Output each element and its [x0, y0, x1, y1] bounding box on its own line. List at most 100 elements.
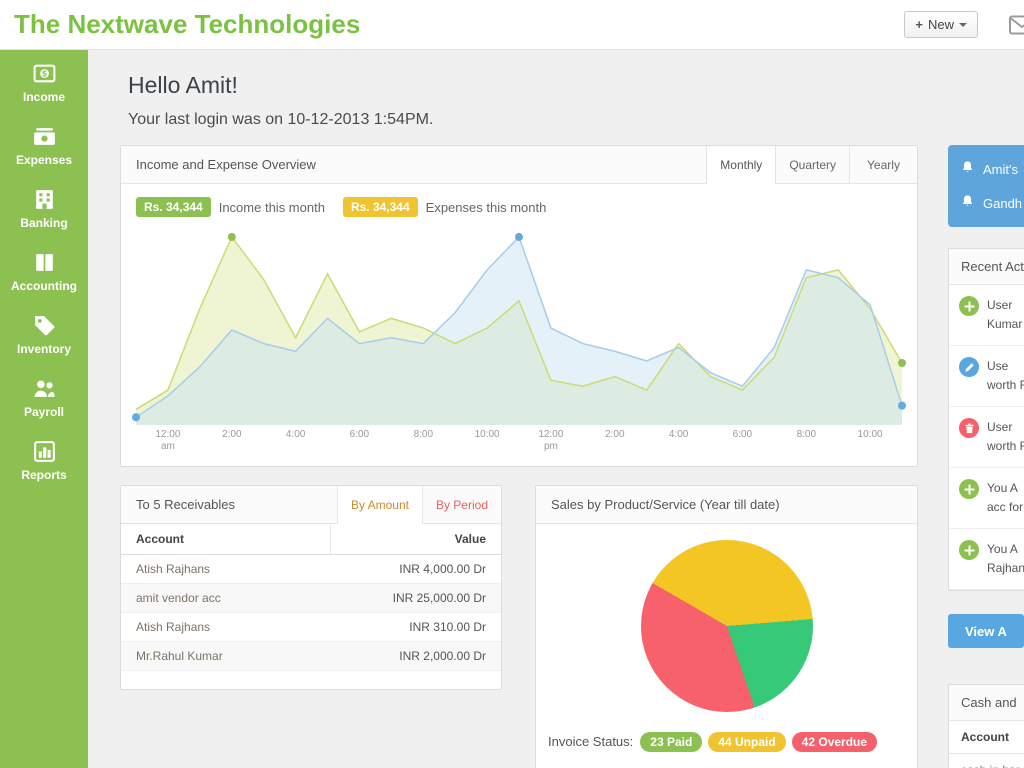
plus-icon	[959, 540, 979, 560]
caret-down-icon	[959, 22, 967, 27]
pencil-icon	[959, 357, 979, 377]
new-button[interactable]: + New	[904, 11, 978, 38]
income-icon: $	[0, 61, 88, 86]
view-all-button[interactable]: View A	[948, 614, 1024, 648]
account-cell: Atish Rajhans	[121, 612, 330, 642]
svg-text:$: $	[42, 68, 47, 78]
plus-icon: +	[915, 17, 923, 32]
sales-pie-chart	[640, 540, 813, 712]
account-cell: Mr.Rahul Kumar	[121, 641, 330, 671]
app-title: The Nextwave Technologies	[14, 9, 361, 39]
value-cell: INR 25,000.00 Dr	[330, 583, 501, 613]
sidebar-item-expenses[interactable]: Expenses	[0, 113, 88, 176]
cash-account-row: cash in har	[949, 754, 1024, 768]
plus-icon	[959, 479, 979, 499]
payroll-icon	[0, 376, 88, 401]
income-expense-chart	[132, 223, 906, 425]
sidebar-nav: $ Income Expenses Banking Accounting Inventor…	[0, 50, 88, 768]
sidebar-item-reports[interactable]: Reports	[0, 428, 88, 491]
receivables-table-row: amit vendor acc INR 25,000.00 Dr	[121, 583, 501, 613]
accounting-icon	[0, 250, 88, 275]
banking-icon	[0, 187, 88, 212]
app-header: The Nextwave Technologies + New	[0, 0, 1024, 50]
invoice-status-label: Invoice Status:	[548, 734, 634, 749]
sidebar-item-label: Reports	[21, 468, 67, 482]
x-axis-tick-label: 4:00	[285, 429, 306, 440]
account-cell: amit vendor acc	[121, 583, 330, 613]
sidebar-item-label: Accounting	[11, 279, 77, 293]
value-column-header: Value	[329, 524, 501, 555]
receivables-tabs: By Amount By Period	[336, 486, 501, 524]
sidebar-item-label: Expenses	[15, 153, 73, 167]
account-column-header: Account	[121, 524, 330, 555]
x-axis-tick-label: 10:00	[474, 429, 500, 440]
cash-account-column-header: Account	[949, 721, 1024, 754]
sidebar-item-payroll[interactable]: Payroll	[0, 365, 88, 428]
sidebar-item-inventory[interactable]: Inventory	[0, 302, 88, 365]
tab-yearly[interactable]: Yearly	[849, 146, 917, 183]
receivables-card-title: To 5 Receivables	[136, 497, 235, 512]
sidebar-item-label: Income	[22, 90, 65, 104]
x-axis-tick-label: 8:00	[796, 429, 817, 440]
sidebar-item-income[interactable]: $ Income	[0, 50, 88, 113]
tab-monthly[interactable]: Monthly	[706, 146, 776, 184]
invoice-badges: 23 Paid 44 Unpaid 42 Overdue	[640, 732, 883, 752]
receivables-table: Account Value Atish Rajhans INR 4,000.00 …	[121, 524, 501, 671]
notification-text: Amit's	[983, 161, 1018, 177]
overview-badges-row: Rs. 34,344 Income this month Rs. 34,344 …	[121, 184, 917, 219]
receivables-table-row: Atish Rajhans INR 310.00 Dr	[121, 612, 501, 642]
invoice-status-badge: 44 Unpaid	[708, 732, 786, 752]
sidebar-item-banking[interactable]: Banking	[0, 176, 88, 239]
receivables-header-row: Account Value	[121, 524, 501, 555]
cash-card-title: Cash and	[949, 685, 1024, 721]
x-axis-tick-label: 2:00	[605, 429, 625, 440]
line-chart-svg	[132, 232, 906, 425]
notification-text: Gandh	[983, 195, 1023, 211]
sales-card: Sales by Product/Service (Year till date…	[535, 485, 918, 768]
main-content: Hello Amit! Your last login was on 10-12…	[88, 50, 1024, 768]
sidebar-item-label: Inventory	[16, 342, 71, 356]
last-login-text: Your last login was on 10-12-2013 1:54PM…	[128, 111, 434, 128]
expense-badge-label: Expenses this month	[425, 199, 547, 215]
plus-icon	[959, 296, 979, 316]
overview-card-header: Income and Expense Overview Monthly Quart…	[121, 146, 917, 184]
sidebar-item-label: Banking	[20, 216, 68, 230]
trash-icon	[959, 418, 979, 438]
invoice-status-row: Invoice Status: 23 Paid 44 Unpaid 42 Overd…	[536, 732, 917, 752]
envelope-icon[interactable]	[1009, 15, 1024, 35]
bell-icon	[960, 194, 975, 212]
overview-tabs: Monthly Quartery Yearly	[706, 146, 917, 184]
activity-text: You ARajhans fo	[987, 542, 1024, 575]
sales-card-title: Sales by Product/Service (Year till date…	[551, 497, 780, 512]
tab-quartery[interactable]: Quartery	[775, 146, 849, 183]
x-axis-tick-label: 4:00	[668, 429, 689, 440]
sidebar-item-label: Payroll	[23, 405, 65, 419]
bell-icon	[960, 160, 975, 178]
sales-card-header: Sales by Product/Service (Year till date…	[536, 486, 917, 524]
receivables-table-row: Atish Rajhans INR 4,000.00 Dr	[121, 554, 501, 584]
expenses-icon	[0, 124, 88, 149]
invoice-status-badge: 42 Overdue	[791, 732, 878, 752]
notification-item[interactable]: Amit's	[948, 152, 1024, 186]
greeting-heading: Hello Amit!	[128, 72, 238, 98]
x-axis-tick-label: 12:00 am	[155, 429, 181, 452]
tab-by-period[interactable]: By Period	[421, 486, 501, 523]
tab-by-amount[interactable]: By Amount	[336, 486, 422, 524]
expense-badge: Rs. 34,344	[342, 197, 418, 217]
account-cell: Atish Rajhans	[121, 554, 330, 584]
x-axis-tick-label: 12:00 pm	[538, 429, 564, 452]
x-axis-tick-label: 10:00	[857, 429, 883, 440]
sidebar-item-accounting[interactable]: Accounting	[0, 239, 88, 302]
x-axis-tick-label: 6:00	[349, 429, 370, 440]
notification-item[interactable]: Gandh	[948, 186, 1024, 220]
receivables-card-header: To 5 Receivables By Amount By Period	[121, 486, 501, 524]
